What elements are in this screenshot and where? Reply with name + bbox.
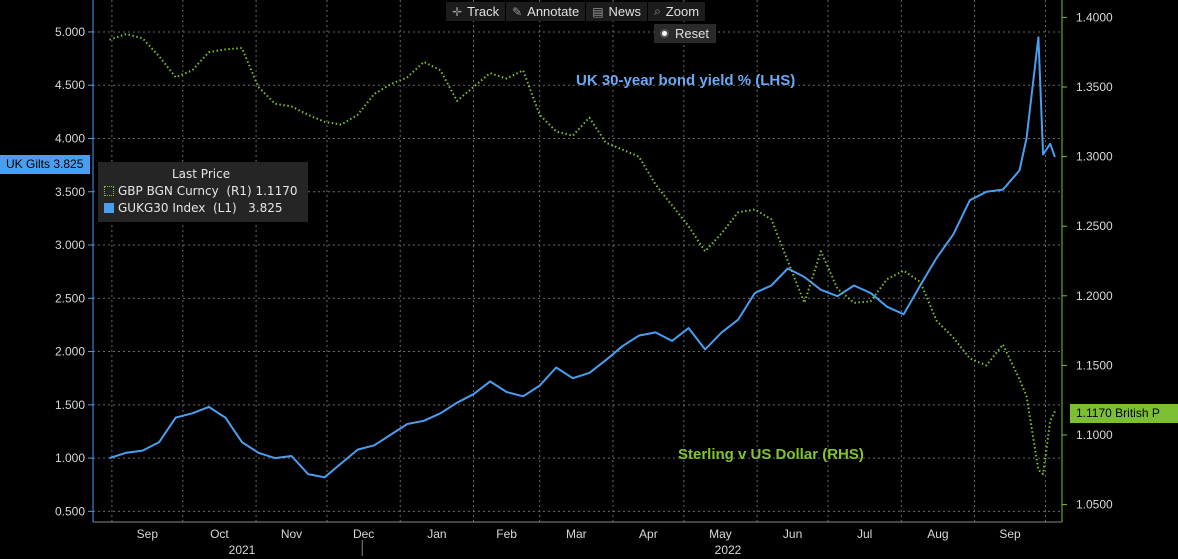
chart-axes: 0.500 1.000 1.500 2.000 2.500 3.000 3.500 4.000…	[55, 0, 1113, 557]
reset-button[interactable]: Reset	[654, 24, 716, 43]
uk-gilts-price-tag: UK Gilts 3.825	[0, 155, 90, 174]
zoom-label: Zoom	[665, 4, 700, 19]
zoom-button[interactable]: ⌕ Zoom	[648, 2, 707, 21]
sterling-annotation: Sterling v US Dollar (RHS)	[678, 446, 864, 463]
annotate-button[interactable]: ✎ Annotate	[506, 2, 587, 21]
news-icon: ▤	[592, 4, 604, 19]
x-year-label: 2022	[715, 543, 742, 557]
track-button[interactable]: ✛ Track	[446, 2, 507, 21]
left-tick-label: 4.500	[55, 78, 85, 92]
solid-swatch-icon	[104, 203, 114, 213]
gbp-series-line	[109, 33, 1056, 475]
reset-icon	[660, 29, 669, 38]
left-tick-label: 4.000	[55, 131, 85, 145]
x-month-label: Jan	[427, 527, 446, 541]
x-month-label: Jul	[857, 527, 872, 541]
x-month-label: Nov	[281, 527, 302, 541]
right-tick-label: 1.3000	[1076, 150, 1113, 164]
left-tick-label: 3.500	[55, 185, 85, 199]
right-tick-label: 1.2500	[1076, 219, 1113, 233]
reset-label: Reset	[675, 26, 709, 41]
pencil-icon: ✎	[512, 4, 523, 19]
right-tick-label: 1.0500	[1076, 498, 1113, 512]
dotted-swatch-icon	[104, 186, 114, 196]
legend-title: Last Price	[172, 167, 231, 181]
x-month-label: Aug	[927, 527, 948, 541]
legend-item-gbp: GBP BGN Curncy (R1) 1.1170	[104, 184, 297, 198]
x-month-label: Dec	[353, 527, 374, 541]
x-month-label: Sep	[999, 527, 1021, 541]
gbp-price-tag: 1.1170 British P	[1070, 404, 1178, 423]
left-tick-label: 3.000	[55, 238, 85, 252]
legend-label-gbp: GBP BGN Curncy (R1) 1.1170	[118, 184, 298, 198]
x-month-label: Mar	[566, 527, 587, 541]
track-label: Track	[467, 4, 500, 19]
right-tick-label: 1.1500	[1076, 358, 1113, 372]
bond-yield-annotation: UK 30-year bond yield % (LHS)	[576, 72, 796, 89]
x-month-label: Feb	[496, 527, 517, 541]
x-month-label: Apr	[639, 527, 658, 541]
magnifier-icon: ⌕	[654, 4, 661, 18]
left-tick-label: 5.000	[55, 25, 85, 39]
legend-label-gukg30: GUKG30 Index (L1) 3.825	[118, 201, 283, 215]
legend-item-gukg30: GUKG30 Index (L1) 3.825	[104, 201, 282, 215]
left-tick-label: 1.500	[55, 398, 85, 412]
crosshair-icon: ✛	[452, 4, 463, 19]
x-month-label: Sep	[137, 527, 159, 541]
right-tick-label: 1.1000	[1076, 428, 1113, 442]
news-button[interactable]: ▤ News	[586, 2, 649, 21]
left-tick-label: 1.000	[55, 451, 85, 465]
news-label: News	[608, 4, 642, 19]
right-tick-label: 1.2000	[1076, 289, 1113, 303]
right-tick-label: 1.4000	[1076, 10, 1113, 24]
x-month-label: May	[709, 527, 732, 541]
x-month-label: Jun	[783, 527, 802, 541]
left-tick-label: 2.000	[55, 345, 85, 359]
gukg30-series-line	[109, 36, 1056, 479]
chart-toolbar: ✛ Track ✎ Annotate ▤ News ⌕ Zoom	[446, 2, 707, 21]
annotate-label: Annotate	[527, 4, 580, 19]
left-tick-label: 2.500	[55, 291, 85, 305]
x-year-label: 2021	[229, 543, 256, 557]
legend-box: Last Price GBP BGN Curncy (R1) 1.1170 GU…	[98, 162, 308, 222]
x-month-label: Oct	[210, 527, 229, 541]
left-tick-label: 0.500	[55, 504, 85, 518]
right-tick-label: 1.3500	[1076, 80, 1113, 94]
series-lines	[109, 33, 1056, 479]
